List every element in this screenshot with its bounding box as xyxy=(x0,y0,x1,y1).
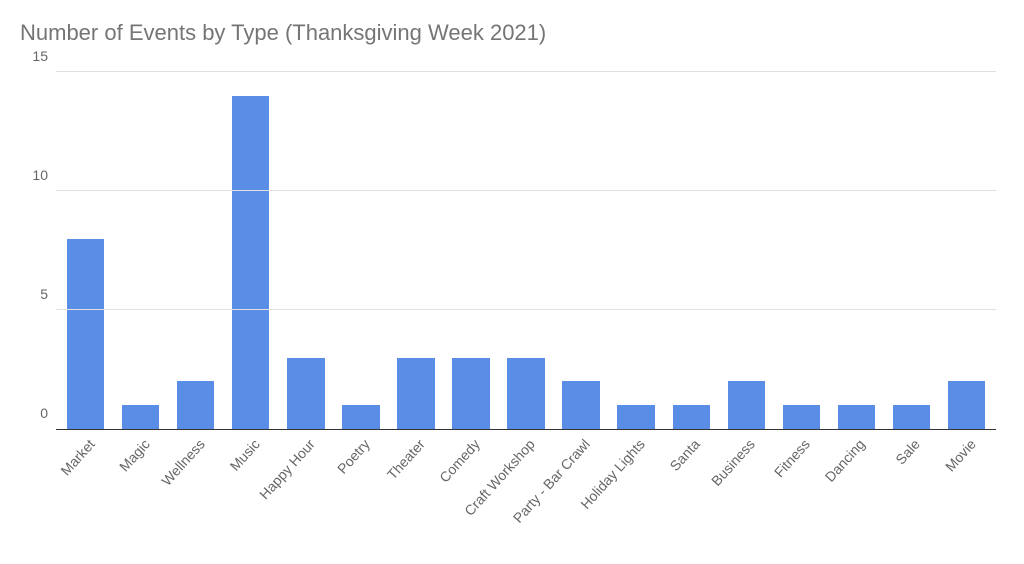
x-label-slot: Theater xyxy=(388,430,443,550)
bar xyxy=(232,96,269,429)
x-tick-label: Dancing xyxy=(822,436,868,485)
plot-area: 051015 xyxy=(56,60,996,430)
y-tick-label: 10 xyxy=(24,167,48,183)
chart-container: Number of Events by Type (Thanksgiving W… xyxy=(0,0,1024,564)
bar xyxy=(287,358,324,429)
x-label-slot: Market xyxy=(58,430,113,550)
x-tick-label: Music xyxy=(226,436,262,474)
x-label-slot: Movie xyxy=(939,430,994,550)
bar-slot xyxy=(58,60,113,429)
bar-slot xyxy=(168,60,223,429)
x-tick-label: Poetry xyxy=(334,436,373,477)
bar xyxy=(783,405,820,429)
x-label-slot: Holiday Lights xyxy=(609,430,664,550)
x-label-slot: Sale xyxy=(884,430,939,550)
bar xyxy=(177,381,214,429)
bar xyxy=(562,381,599,429)
bar xyxy=(948,381,985,429)
x-label-slot: Santa xyxy=(664,430,719,550)
bar xyxy=(397,358,434,429)
x-tick-label: Sale xyxy=(893,436,924,468)
x-tick-label: Movie xyxy=(942,436,979,474)
x-tick-label: Santa xyxy=(667,436,703,474)
chart-title: Number of Events by Type (Thanksgiving W… xyxy=(18,20,1006,46)
bar xyxy=(452,358,489,429)
bar-slot xyxy=(609,60,664,429)
bar xyxy=(342,405,379,429)
bar-slot xyxy=(443,60,498,429)
x-tick-label: Market xyxy=(57,436,98,479)
gridline xyxy=(56,190,996,191)
bar-slot xyxy=(774,60,829,429)
x-label-slot: Fitness xyxy=(774,430,829,550)
bar-slot xyxy=(554,60,609,429)
x-label-slot: Business xyxy=(719,430,774,550)
bar-slot xyxy=(223,60,278,429)
bar xyxy=(122,405,159,429)
bar-slot xyxy=(278,60,333,429)
bar-slot xyxy=(664,60,719,429)
y-tick-label: 5 xyxy=(24,286,48,302)
bar xyxy=(728,381,765,429)
x-tick-label: Comedy xyxy=(436,436,483,485)
y-tick-label: 0 xyxy=(24,405,48,421)
bar-slot xyxy=(388,60,443,429)
x-label-slot: Poetry xyxy=(333,430,388,550)
gridline xyxy=(56,309,996,310)
x-tick-label: Fitness xyxy=(771,436,813,480)
bar xyxy=(893,405,930,429)
bar-slot xyxy=(829,60,884,429)
x-label-slot: Magic xyxy=(113,430,168,550)
x-label-slot: Happy Hour xyxy=(278,430,333,550)
bar xyxy=(67,239,104,429)
bar xyxy=(838,405,875,429)
bar-slot xyxy=(333,60,388,429)
x-axis-labels: Market Magic WellnessMusic Happy HourPoetry… xyxy=(56,430,996,550)
y-tick-label: 15 xyxy=(24,48,48,64)
bar xyxy=(673,405,710,429)
x-tick-label: Theater xyxy=(384,436,428,483)
bar xyxy=(507,358,544,429)
bar-slot xyxy=(939,60,994,429)
x-tick-label: Magic xyxy=(116,436,153,474)
bar-slot xyxy=(884,60,939,429)
bar xyxy=(617,405,654,429)
bar-slot xyxy=(499,60,554,429)
bars-wrap xyxy=(56,60,996,429)
gridline xyxy=(56,71,996,72)
x-label-slot: Wellness xyxy=(168,430,223,550)
bar-slot xyxy=(113,60,168,429)
bar-slot xyxy=(719,60,774,429)
x-label-slot: Dancing xyxy=(829,430,884,550)
